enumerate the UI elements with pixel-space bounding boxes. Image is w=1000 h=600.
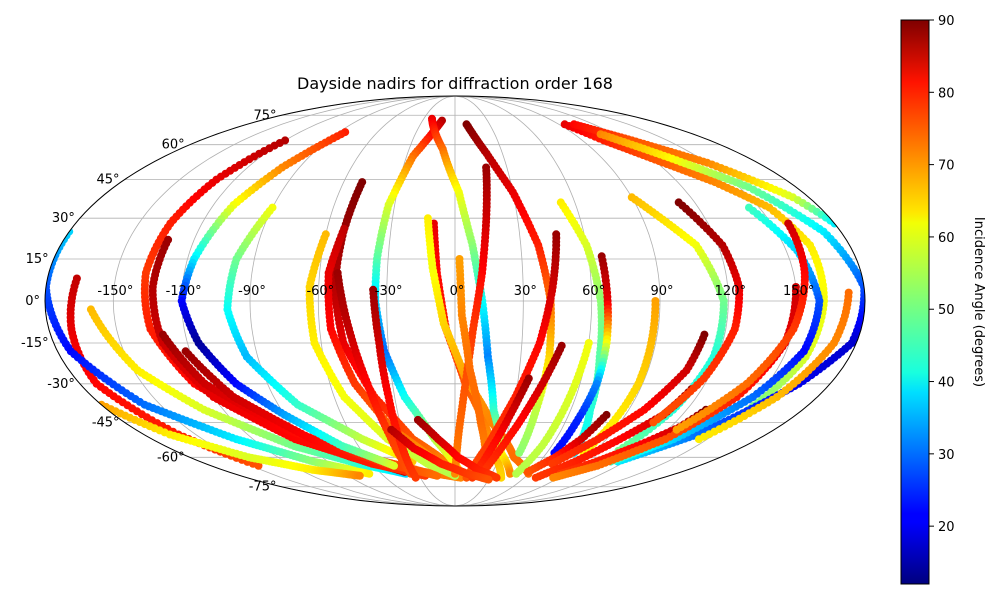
track-point: [512, 469, 521, 478]
track-point: [492, 473, 501, 482]
lon-tick-label: 60°: [582, 284, 605, 299]
track-point: [355, 471, 364, 480]
lat-tick-label: -30°: [47, 377, 75, 392]
track-point: [549, 473, 558, 482]
lat-tick-label: 60°: [162, 138, 185, 153]
track-point: [531, 473, 540, 482]
lon-tick-label: -150°: [97, 284, 133, 299]
meridian-line: [454, 96, 593, 506]
colorbar-tick-label: 30: [938, 448, 955, 463]
colorbar-gradient: [900, 19, 930, 585]
lat-tick-label: -75°: [249, 480, 277, 495]
track-point: [390, 461, 398, 470]
colorbar-tick-label: 20: [938, 520, 955, 535]
lat-tick-label: -45°: [92, 415, 120, 430]
lat-tick-label: -60°: [157, 450, 185, 465]
colorbar-tick-label: 60: [938, 231, 955, 246]
track-point: [649, 418, 658, 427]
map-boundary: [44, 95, 866, 507]
track-point: [484, 475, 493, 484]
colorbar-tick-label: 50: [938, 303, 955, 318]
track-point: [411, 473, 420, 482]
lon-tick-label: 120°: [715, 284, 746, 299]
lat-tick-label: 15°: [26, 252, 49, 267]
lon-tick-label: -120°: [166, 284, 202, 299]
track-point: [365, 469, 374, 478]
chart-title: Dayside nadirs for diffraction order 168: [297, 74, 613, 93]
track-point: [524, 467, 532, 476]
colorbar: 20 30 40 50 60 70 80 90 Incidence Angle (degree…: [900, 14, 986, 585]
track-point: [672, 425, 681, 434]
colorbar-tick-label: 70: [938, 159, 955, 174]
latitude-tick-labels: -75° -60° -45° -30° -15° 0° 15° 30° 45° 60° 75°: [21, 108, 277, 494]
track-point: [548, 459, 556, 468]
colorbar-tick-label: 40: [938, 376, 955, 391]
lat-tick-label: 75°: [253, 108, 276, 123]
colorbar-tick-label: 90: [938, 14, 955, 29]
lon-tick-label: -60°: [306, 284, 334, 299]
lat-tick-label: -15°: [21, 336, 49, 351]
lon-tick-label: -90°: [238, 284, 266, 299]
lon-tick-label: 90°: [650, 284, 673, 299]
track-point: [506, 469, 515, 478]
longitude-tick-labels: -150° -120° -90° -60° -30° 0° 30° 60° 90° 120° 150…: [97, 284, 814, 299]
colorbar-tick-label: 80: [938, 86, 955, 101]
lon-tick-label: -30°: [375, 284, 403, 299]
lon-tick-label: 150°: [783, 284, 814, 299]
track-point: [515, 448, 524, 457]
lat-tick-label: 45°: [97, 173, 120, 188]
lat-tick-label: 0°: [25, 294, 40, 309]
track-point: [694, 435, 703, 444]
lon-tick-label: 0°: [450, 284, 465, 299]
lat-tick-label: 30°: [52, 211, 75, 226]
track-point: [254, 461, 263, 470]
lon-tick-label: 30°: [514, 284, 537, 299]
track-point: [433, 471, 442, 480]
colorbar-label: Incidence Angle (degrees): [971, 217, 986, 387]
